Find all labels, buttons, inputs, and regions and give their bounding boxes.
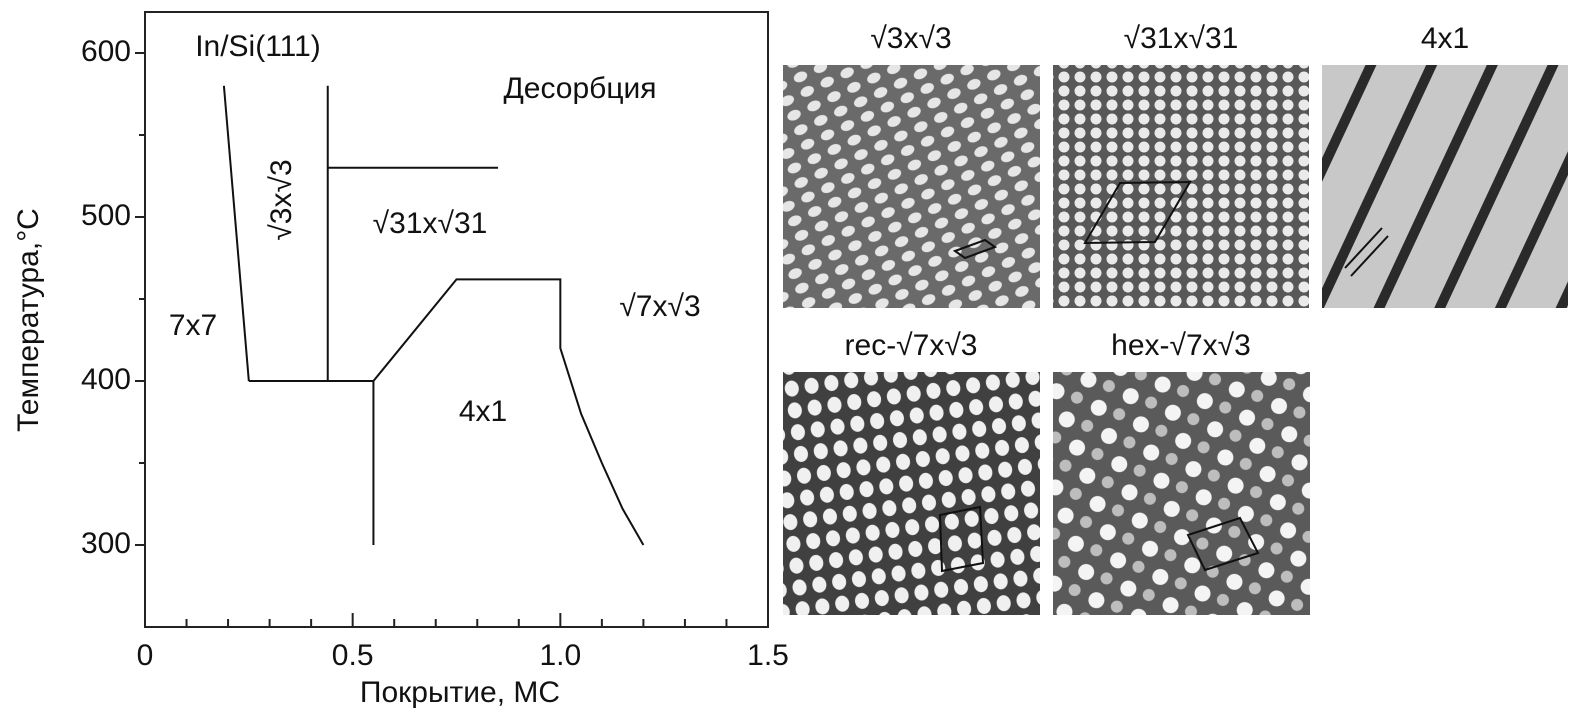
image-title: rec-√7x√3 — [845, 329, 978, 362]
y-axis-label: Температура,°C — [12, 208, 45, 432]
y-tick-label: 500 — [81, 199, 131, 232]
figure: √3x√3 √31x√31 4x1 rec-√7x√3 hex-√7x√3 По… — [0, 0, 1572, 721]
stm-images: √3x√3 √31x√31 4x1 rec-√7x√3 hex-√7x√3 — [783, 22, 1568, 615]
y-tick-label: 600 — [81, 35, 131, 68]
stm-image — [1053, 65, 1309, 308]
y-tick-label: 400 — [81, 363, 131, 396]
region-label: √3x√3 — [265, 159, 298, 240]
x-tick-label: 1.0 — [539, 639, 581, 672]
stm-image — [783, 372, 1040, 615]
image-title: hex-√7x√3 — [1111, 329, 1251, 362]
image-title: √31x√31 — [1124, 22, 1239, 55]
phase-boundary — [373, 279, 643, 545]
x-axis-label: Покрытие, МС — [360, 676, 560, 709]
region-label: Десорбция — [503, 72, 656, 105]
stm-image — [783, 65, 1040, 308]
image-title: √3x√3 — [870, 22, 951, 55]
region-label: √7x√3 — [619, 290, 700, 323]
stm-image — [1322, 65, 1568, 308]
image-title: 4x1 — [1421, 22, 1469, 55]
x-tick-label: 1.5 — [747, 639, 789, 672]
x-tick-label: 0.5 — [332, 639, 374, 672]
phase-boundary — [224, 86, 249, 381]
y-tick-label: 300 — [81, 527, 131, 560]
region-label: √31x√31 — [373, 207, 488, 240]
region-label: 7x7 — [169, 309, 217, 342]
region-label: In/Si(111) — [195, 30, 321, 63]
region-label: 4x1 — [459, 395, 507, 428]
x-tick-label: 0 — [137, 639, 154, 672]
stm-image — [1053, 372, 1310, 615]
